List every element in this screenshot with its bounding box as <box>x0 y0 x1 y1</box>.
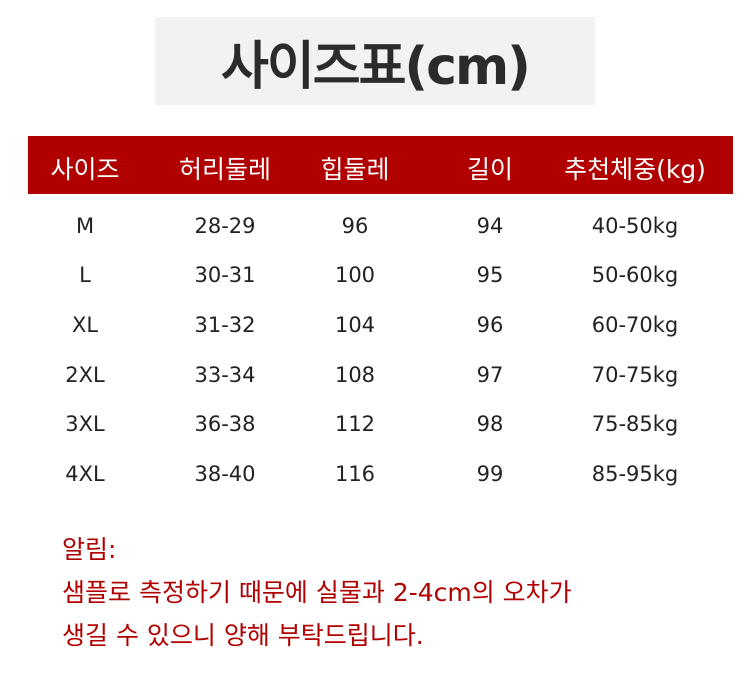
table-cell: 40-50kg <box>591 214 679 238</box>
table-cell: 95 <box>476 263 504 287</box>
table-cell: 116 <box>334 462 376 486</box>
notice-line-1: 샘플로 측정하기 때문에 실물과 2-4cm의 오차가 <box>62 578 572 607</box>
table-cell: 98 <box>476 412 504 436</box>
table-cell: 70-75kg <box>591 363 679 387</box>
table-cell: 99 <box>476 462 504 486</box>
table-cell: 100 <box>334 263 376 287</box>
table-cell: 4XL <box>65 462 105 486</box>
table-row: 4XL 38-40 116 99 85-95kg <box>0 462 750 502</box>
table-cell: 33-34 <box>194 363 256 387</box>
page-title: 사이즈표(cm) <box>221 36 531 97</box>
column-header: 추천체중(kg) <box>564 155 706 184</box>
table-row: 2XL 33-34 108 97 70-75kg <box>0 363 750 403</box>
table-cell: 94 <box>476 214 504 238</box>
table-cell: 28-29 <box>194 214 256 238</box>
column-header: 힙둘레 <box>320 155 390 184</box>
table-cell: 30-31 <box>194 263 256 287</box>
notice-line-2: 생길 수 있으니 양해 부탁드립니다. <box>62 621 424 650</box>
column-header: 사이즈 <box>50 155 120 184</box>
table-cell: 97 <box>476 363 504 387</box>
table-cell: M <box>75 214 95 238</box>
table-cell: 112 <box>334 412 376 436</box>
table-cell: XL <box>71 313 99 337</box>
table-cell: 31-32 <box>194 313 256 337</box>
notice: 알림: 샘플로 측정하기 때문에 실물과 2-4cm의 오차가 생길 수 있으니… <box>62 528 572 657</box>
table-row: M 28-29 96 94 40-50kg <box>0 214 750 254</box>
table-cell: 2XL <box>65 363 105 387</box>
table-cell: 108 <box>334 363 376 387</box>
table-cell: 96 <box>341 214 369 238</box>
table-cell: 3XL <box>65 412 105 436</box>
table-row: XL 31-32 104 96 60-70kg <box>0 313 750 353</box>
table-row: L 30-31 100 95 50-60kg <box>0 263 750 303</box>
table-cell: 36-38 <box>194 412 256 436</box>
table-cell: 104 <box>334 313 376 337</box>
table-cell: 60-70kg <box>591 313 679 337</box>
column-header: 길이 <box>466 155 514 184</box>
table-cell: 85-95kg <box>591 462 679 486</box>
title-box: 사이즈표(cm) <box>155 17 595 105</box>
table-cell: L <box>79 263 91 287</box>
table-cell: 75-85kg <box>591 412 679 436</box>
notice-label: 알림: <box>62 535 117 564</box>
table-header: 사이즈 허리둘레 힙둘레 길이 추천체중(kg) <box>28 136 733 194</box>
table-cell: 96 <box>476 313 504 337</box>
table-cell: 38-40 <box>194 462 256 486</box>
table-cell: 50-60kg <box>591 263 679 287</box>
table-row: 3XL 36-38 112 98 75-85kg <box>0 412 750 452</box>
column-header: 허리둘레 <box>178 155 272 184</box>
